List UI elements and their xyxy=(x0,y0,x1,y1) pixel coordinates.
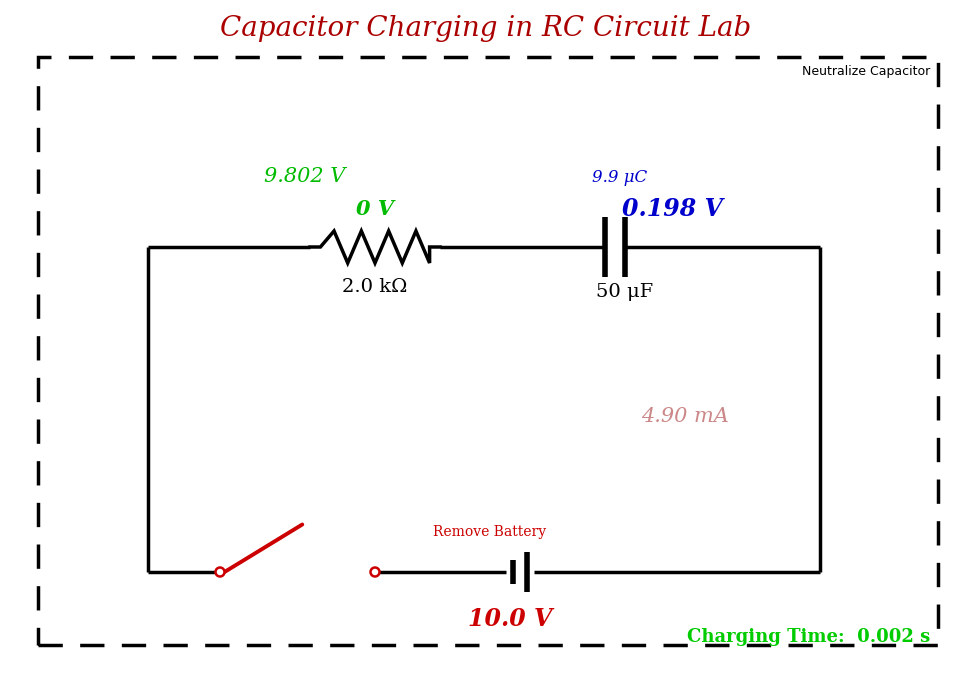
Text: 9.9 μC: 9.9 μC xyxy=(592,168,647,185)
Text: 2.0 kΩ: 2.0 kΩ xyxy=(342,278,407,296)
Text: Capacitor Charging in RC Circuit Lab: Capacitor Charging in RC Circuit Lab xyxy=(221,16,751,43)
Text: 9.802 V: 9.802 V xyxy=(264,168,346,186)
Text: Neutralize Capacitor: Neutralize Capacitor xyxy=(802,65,930,78)
Text: 10.0 V: 10.0 V xyxy=(468,607,552,631)
Circle shape xyxy=(216,567,225,576)
Circle shape xyxy=(370,567,379,576)
Text: 50 μF: 50 μF xyxy=(597,283,653,301)
Text: 4.90 mA: 4.90 mA xyxy=(642,407,729,427)
Text: 0 V: 0 V xyxy=(356,199,394,219)
Text: Remove Battery: Remove Battery xyxy=(434,525,546,539)
Text: Charging Time:  0.002 s: Charging Time: 0.002 s xyxy=(687,628,930,646)
Text: 0.198 V: 0.198 V xyxy=(621,197,722,221)
